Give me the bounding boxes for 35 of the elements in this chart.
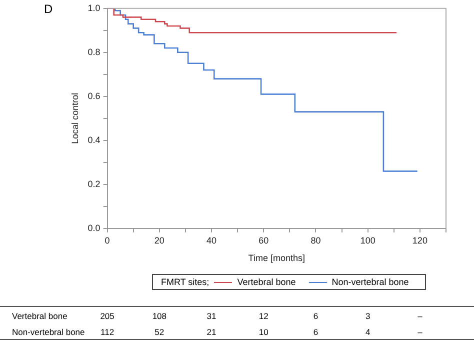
x-tick-label: 120 <box>412 235 428 246</box>
y-tick-label: 0.2 <box>88 178 100 189</box>
x-tick-label: 100 <box>360 235 376 246</box>
text: 108 <box>152 311 166 321</box>
text: – <box>418 327 422 337</box>
legend-label: Non-vertebral bone <box>332 277 409 287</box>
y-tick-label: 0.0 <box>88 222 100 233</box>
text: 21 <box>206 327 216 337</box>
text: 31 <box>206 311 216 321</box>
x-tick-label: 20 <box>154 235 164 246</box>
x-tick-label: 60 <box>258 235 269 246</box>
text: – <box>418 311 422 321</box>
y-tick-label: 1.0 <box>88 2 100 13</box>
y-axis-title: Local control <box>70 92 80 144</box>
legend-label: Vertebral bone <box>237 277 296 287</box>
text: 3 <box>365 311 370 321</box>
x-tick-label: 40 <box>206 235 217 246</box>
text: 12 <box>258 311 268 321</box>
text: 112 <box>100 327 114 337</box>
x-tick-label: 0 <box>104 235 110 246</box>
text: 4 <box>365 327 370 337</box>
legend-title: FMRT sites; <box>161 277 210 287</box>
text: Vertebral bone <box>12 311 68 321</box>
y-tick-label: 0.8 <box>88 46 100 57</box>
x-axis-title: Time [months] <box>248 253 305 264</box>
y-tick-label: 0.4 <box>88 134 100 145</box>
text: 205 <box>100 311 114 321</box>
text: 10 <box>258 327 268 337</box>
text: 6 <box>313 327 318 337</box>
chart-title: D <box>44 2 53 16</box>
y-tick-label: 0.6 <box>88 90 100 101</box>
text: Non-vertebral bone <box>12 327 85 337</box>
text: 52 <box>154 327 164 337</box>
x-tick-label: 80 <box>310 235 321 246</box>
text: 6 <box>313 311 318 321</box>
